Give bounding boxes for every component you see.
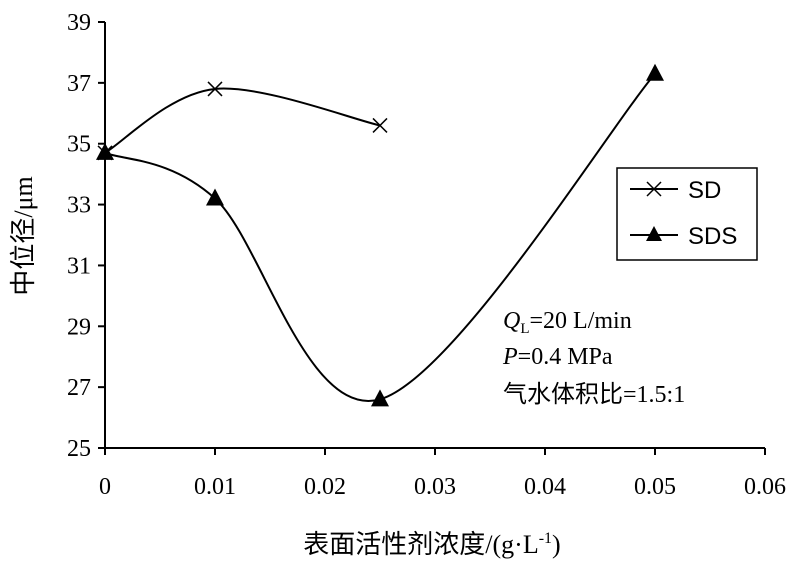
data-point-sds [371,389,389,407]
data-point-sds [206,188,224,206]
x-axis-label-sup: -1 [539,530,552,547]
y-axis-label: 中位径/μm [9,176,38,295]
annotation-flow: QL=20 L/min [503,308,632,337]
y-tick-label: 33 [67,193,91,219]
series-line-sds [104,73,656,402]
legend-box [616,167,758,261]
y-tick-label: 31 [67,253,91,279]
annotations: QL=20 L/min P=0.4 MPa 气水体积比=1.5:1 [502,308,685,408]
annotation-p-value: =0.4 MPa [518,344,613,370]
y-tick-label: 35 [67,132,91,158]
x-tick-label: 0 [99,474,111,500]
legend: SD SDS [616,167,758,261]
data-point-sds [646,63,664,81]
data-point-sds [96,142,114,160]
annotation-q-symbol: Q [503,308,520,334]
y-tick-label: 29 [67,314,91,340]
data-point-sd [372,117,388,133]
annotation-pressure: P=0.4 MPa [502,344,613,370]
series-line-sd [104,87,381,154]
annotation-ratio: 气水体积比=1.5:1 [503,381,685,408]
legend-label-sds: SDS [688,223,737,250]
legend-label-sd: SD [688,177,721,204]
x-tick-label: 0.01 [194,474,236,500]
x-axis-label-main: 表面活性剂浓度/(g·L [303,530,538,559]
y-tick-label: 39 [67,10,91,36]
annotation-q-sub: L [520,321,529,337]
y-tick-label: 27 [67,375,91,401]
annotation-q-value: =20 L/min [530,308,632,334]
y-tick-label: 37 [67,71,91,97]
x-tick-label: 0.06 [744,474,786,500]
x-tick-label: 0.04 [524,474,566,500]
x-axis-label: 表面活性剂浓度/(g·L-1) [303,530,560,559]
y-tick-label: 25 [67,436,91,462]
legend-marker-sd [646,181,662,197]
x-tick-label: 0.05 [634,474,676,500]
x-axis-label-tail: ) [552,530,561,559]
legend-marker-sds [646,226,662,241]
data-point-sd [207,81,223,97]
x-tick-label: 0.03 [414,474,456,500]
x-tick-label: 0.02 [304,474,346,500]
annotation-p-symbol: P [502,344,518,370]
